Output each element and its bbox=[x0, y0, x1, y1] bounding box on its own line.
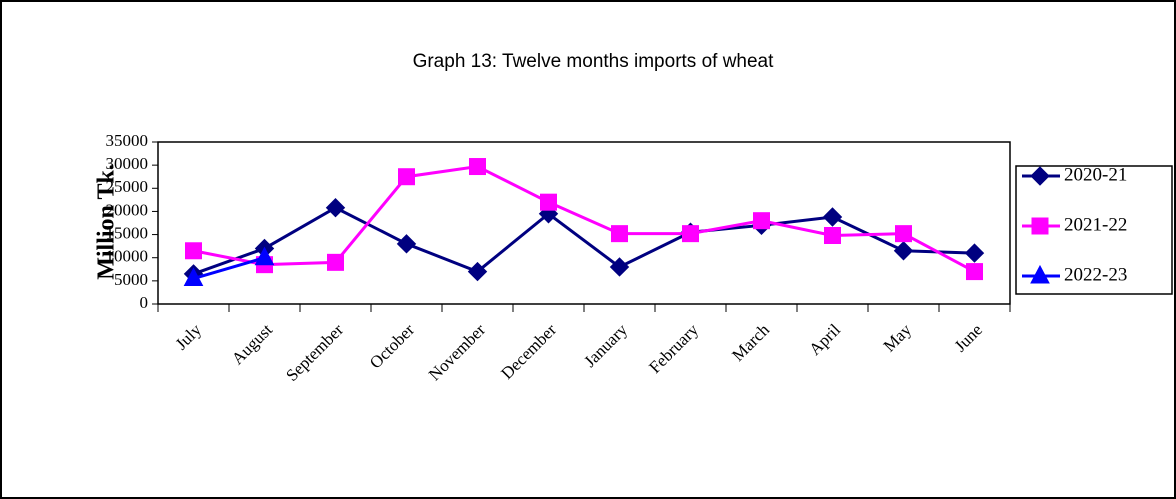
data-point bbox=[893, 241, 914, 261]
data-point bbox=[682, 225, 699, 243]
y-tick-label: 30000 bbox=[106, 154, 149, 173]
data-point bbox=[824, 226, 841, 244]
data-point bbox=[753, 212, 770, 230]
legend-label: 2020-21 bbox=[1064, 164, 1127, 185]
data-point bbox=[396, 234, 417, 254]
legend-marker bbox=[1030, 166, 1050, 186]
data-point bbox=[467, 261, 488, 282]
y-tick-label: 5000 bbox=[114, 270, 148, 289]
data-point bbox=[611, 225, 628, 243]
data-point bbox=[895, 225, 912, 243]
data-point bbox=[964, 243, 985, 263]
data-point bbox=[822, 207, 843, 227]
data-point bbox=[254, 246, 275, 266]
data-point bbox=[540, 193, 557, 211]
y-tick-label: 10000 bbox=[106, 247, 149, 266]
data-point bbox=[398, 168, 415, 186]
data-point bbox=[185, 242, 202, 260]
y-tick-label: 35000 bbox=[106, 131, 149, 150]
y-tick-label: 20000 bbox=[106, 200, 149, 219]
series-line bbox=[193, 256, 265, 280]
series-line bbox=[193, 164, 976, 273]
y-tick-label: 15000 bbox=[106, 223, 149, 242]
y-axis-label: Million Tk. bbox=[94, 164, 120, 280]
data-point bbox=[325, 198, 346, 218]
legend-label: 2022-23 bbox=[1064, 264, 1127, 285]
data-point bbox=[469, 158, 486, 176]
legend-marker bbox=[1031, 217, 1049, 235]
legend-marker bbox=[1030, 264, 1050, 284]
data-point bbox=[966, 263, 983, 281]
data-point bbox=[327, 253, 344, 271]
y-tick-label: 0 bbox=[140, 293, 149, 312]
data-point bbox=[183, 267, 204, 287]
y-tick-label: 25000 bbox=[106, 177, 149, 196]
chart-title: Graph 13: Twelve months imports of wheat bbox=[413, 51, 775, 72]
data-point bbox=[609, 257, 630, 277]
series-line bbox=[192, 206, 975, 276]
legend-label: 2021-22 bbox=[1064, 214, 1127, 235]
